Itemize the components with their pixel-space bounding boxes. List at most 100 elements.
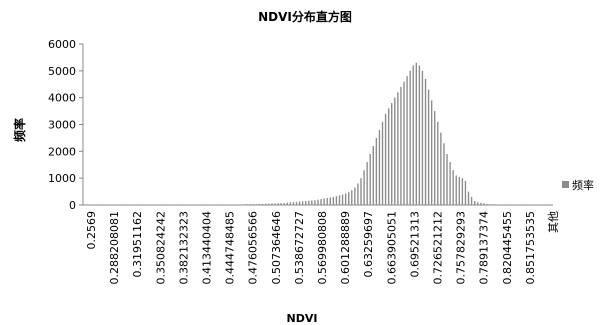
histogram-bar [348,192,350,205]
histogram-bar [427,89,430,205]
histogram-bar [464,180,467,205]
histogram-bar [458,176,460,205]
y-tick-label: 2000 [48,145,76,158]
x-tick-label: 0.31951162 [131,211,144,277]
x-tick-label: 0.789137374 [478,211,491,284]
y-tick-label: 5000 [48,65,76,78]
histogram-bar [449,162,451,205]
histogram-bar [369,154,371,205]
x-tick-label: 0.2569 [85,211,98,250]
x-axis-label: NDVI [287,312,318,325]
y-tick-label: 4000 [48,92,76,105]
histogram-bar [335,196,338,205]
histogram-bar [354,187,356,205]
x-tick-label: 0.569980808 [316,211,329,284]
histogram-bar [409,70,411,205]
histogram-bar [406,76,408,205]
y-axis-ticks: 0 1000 2000 3000 4000 5000 6000 [48,38,83,212]
histogram-bar [483,203,485,205]
y-tick-label: 0 [69,199,76,212]
histogram-bar [378,129,381,205]
histogram-bar [480,202,482,205]
histogram-bar [341,194,344,205]
x-tick-label: 0.757829293 [455,211,468,284]
x-tick-label: 0.851753535 [524,211,537,284]
histogram-bar [338,195,341,205]
histogram-bar [461,178,464,205]
histogram-bar [470,196,473,205]
histogram-bar [277,203,279,205]
histogram-bar [298,201,301,205]
histogram-bar [295,201,298,205]
x-axis-tick-labels: 0.2569 0.288208081 0.31951162 0.350824242 0.… [85,211,560,284]
histogram-bar [446,154,448,205]
histogram-bar [311,200,313,205]
histogram-bar [271,203,273,205]
x-tick-label: 0.507364646 [270,211,283,284]
histogram-bar [384,113,387,205]
histogram-bar [403,81,405,205]
histogram-bar [280,203,282,205]
histogram-bar [394,97,396,205]
legend: 频率 [562,178,594,192]
histogram-bar [400,86,402,205]
x-tick-label: 0.601288889 [339,211,352,284]
histogram-bar [329,197,331,205]
histogram-bar [387,108,390,205]
x-tick-label: 0.476056566 [247,211,260,284]
histogram-bar [486,203,488,205]
histogram-bar [375,137,378,205]
x-tick-label: 0.350824242 [154,211,167,284]
histogram-bar [424,78,427,205]
histogram-bar [323,198,325,205]
histogram-bar [360,178,362,205]
histogram-bar [286,202,288,205]
histogram-bar [437,121,439,205]
x-tick-label: 0.382132323 [177,211,190,284]
histogram-bar [455,175,457,205]
x-tick-label: 0.820445455 [501,211,514,284]
histogram-bar [326,198,328,205]
legend-label: 频率 [572,178,594,192]
histogram-bar [381,121,384,205]
histogram-bar [412,65,414,205]
histogram-bar [283,202,285,205]
x-tick-label: 0.413440404 [201,211,214,284]
histogram-bar [308,200,310,205]
histogram-bar [477,202,479,205]
y-axis-label: 频率 [12,118,27,142]
x-tick-label: 0.444748485 [224,211,237,284]
x-tick-label: 0.726521212 [432,211,445,284]
histogram-bar [332,196,335,205]
histogram-bar [363,170,365,205]
legend-swatch [562,181,569,188]
y-tick-label: 6000 [48,38,76,51]
histogram-bars [83,62,553,205]
histogram-bar [262,203,264,205]
histogram-bar [292,202,295,205]
histogram-bar [415,62,417,205]
histogram-bar [265,203,267,205]
histogram-bar [314,200,316,205]
histogram-bar [351,190,353,205]
histogram-bar [317,199,319,205]
histogram-bar [421,70,424,205]
histogram-bar [443,143,445,205]
histogram-bar [274,203,276,205]
histogram-bar [434,111,436,205]
histogram-bar [366,162,368,205]
histogram-bar [320,199,322,205]
y-tick-label: 1000 [48,172,76,185]
y-tick-label: 3000 [48,119,76,132]
histogram-bar [258,203,261,205]
histogram-bar [452,170,454,205]
histogram-bar [430,100,433,205]
histogram-bar [467,191,470,205]
histogram-bar [268,203,270,205]
x-tick-label: 0.69521313 [408,211,421,277]
histogram-bar [289,202,292,205]
histogram-bar [357,183,359,205]
histogram-bar [397,92,399,205]
x-tick-label: 0.288208081 [108,211,121,284]
